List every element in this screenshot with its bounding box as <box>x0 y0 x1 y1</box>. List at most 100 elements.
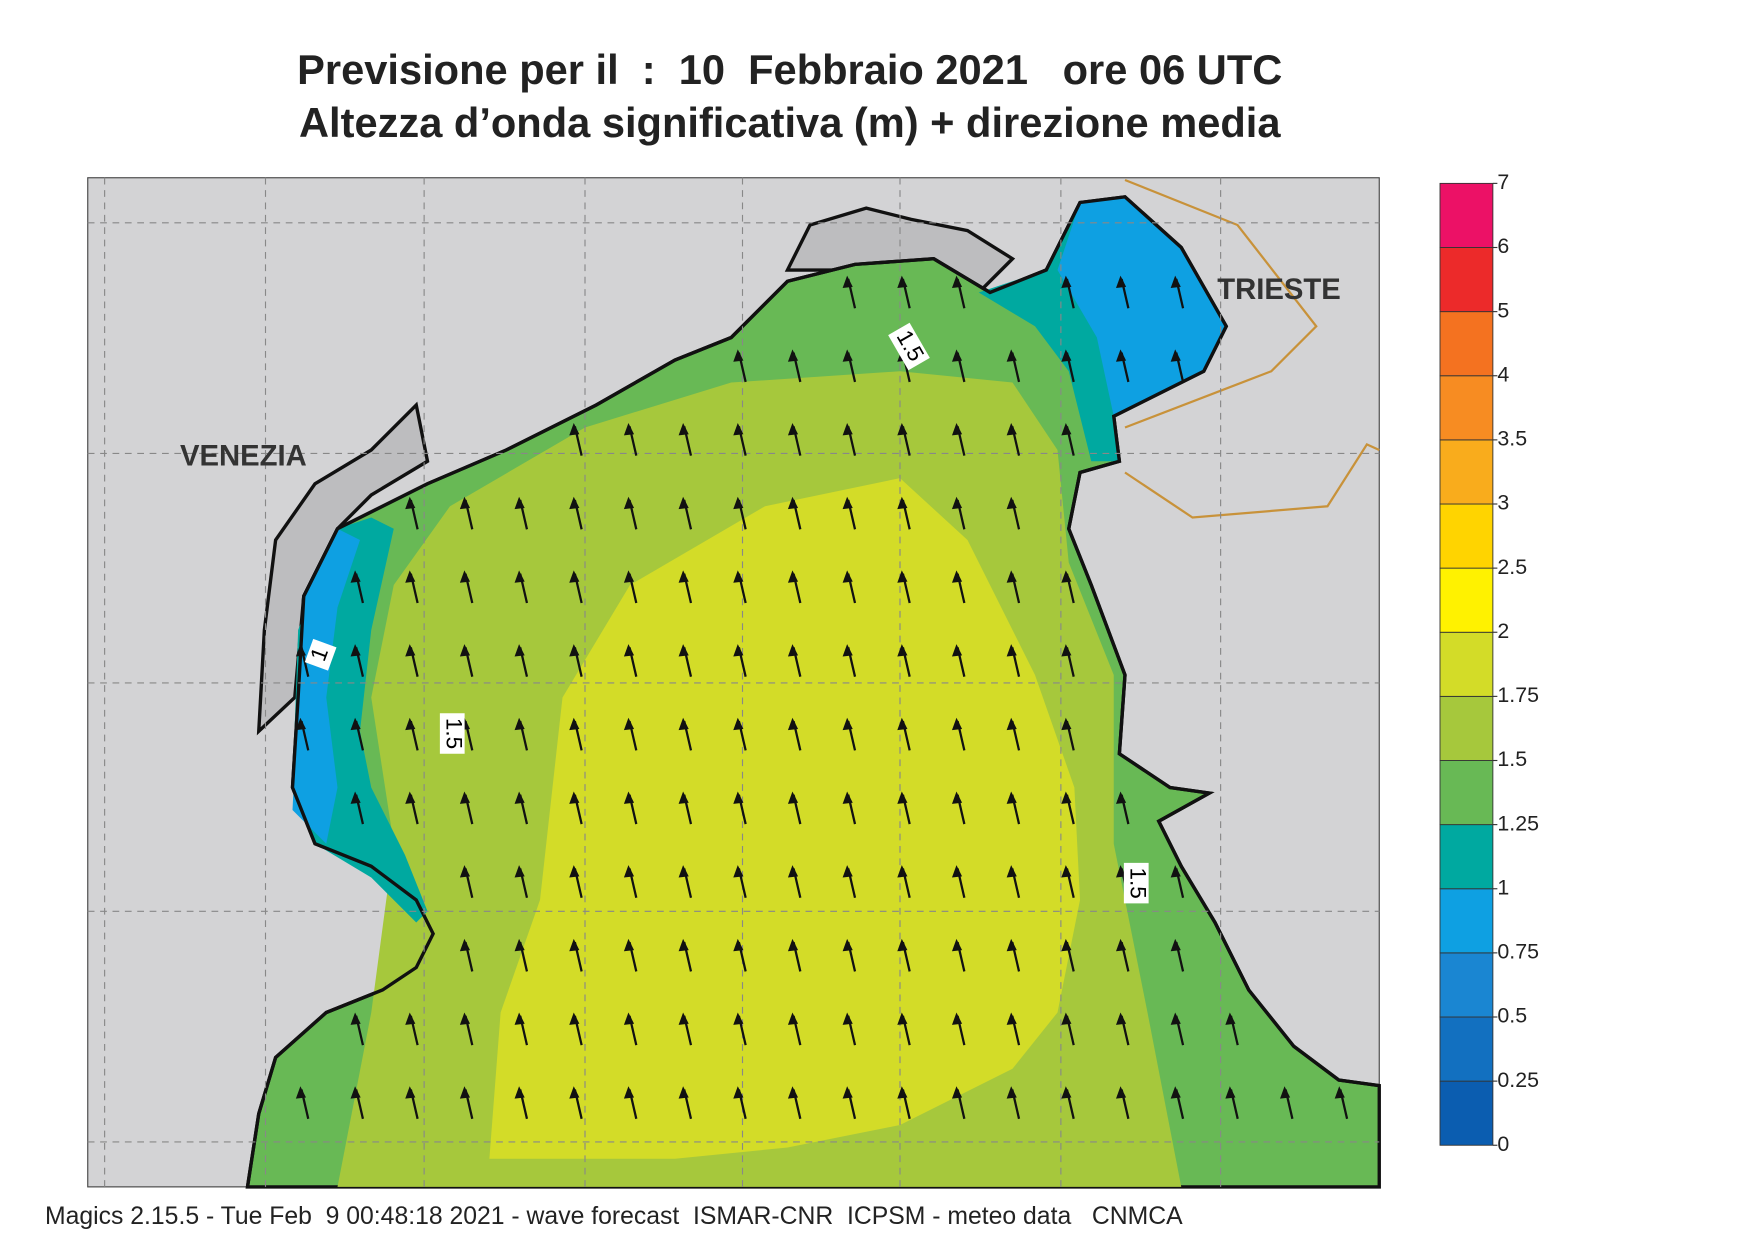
arrow-head <box>1170 1086 1181 1099</box>
arrow-head <box>733 717 744 731</box>
arrow-head <box>1061 1086 1072 1099</box>
arrow-head <box>1006 423 1017 436</box>
coastline <box>245 195 1380 1188</box>
arrow-head <box>842 865 853 878</box>
arrow-head <box>787 791 799 804</box>
arrow-head <box>787 1086 799 1099</box>
subtitle: Altezza d’onda significativa (m) + direz… <box>299 99 1281 146</box>
arrow-head <box>787 717 799 731</box>
arrow-head <box>897 1086 908 1099</box>
arrow-head <box>623 1012 635 1025</box>
colorbar-bin <box>1439 503 1494 569</box>
colorbar-label: 5 <box>1497 298 1509 322</box>
contour-text: 1.5 <box>441 718 466 749</box>
colorbar-bin <box>1439 1016 1494 1082</box>
arrow-head <box>459 644 471 657</box>
colorbar-bin <box>1439 182 1494 248</box>
arrow-head <box>514 938 525 952</box>
arrow-head <box>787 938 799 952</box>
arrow-head <box>678 570 689 583</box>
colorbar-label: 1.5 <box>1497 747 1527 771</box>
arrow-head <box>842 1086 853 1099</box>
arrow-head <box>405 1086 416 1099</box>
arrow-head <box>569 938 580 952</box>
arrow-head <box>514 496 525 510</box>
arrow-head <box>951 423 963 436</box>
arrow-head <box>1170 349 1181 362</box>
arrow-head <box>733 644 744 657</box>
arrow-head <box>569 717 580 731</box>
colorbar-label: 1 <box>1497 875 1509 899</box>
arrow-head <box>1116 865 1127 878</box>
arrow-head <box>350 717 361 731</box>
arrow-head <box>1061 349 1072 362</box>
arrow-head <box>1116 938 1127 952</box>
arrow-head <box>1116 1012 1127 1025</box>
arrow-head <box>405 717 416 731</box>
arrow-head <box>295 717 306 731</box>
place-label: VENEZIA <box>180 441 307 473</box>
arrow-head <box>678 1012 689 1025</box>
arrow-head <box>787 570 799 583</box>
arrow-head <box>1334 1086 1345 1099</box>
colorbar-bin <box>1439 375 1494 441</box>
arrow-head <box>623 938 635 952</box>
arrow-head <box>951 791 963 804</box>
colorbar-label: 3.5 <box>1497 427 1527 451</box>
arrow-head <box>1006 938 1017 952</box>
arrow-head <box>897 938 908 952</box>
arrow-head <box>1170 275 1181 288</box>
arrow-head <box>623 1086 635 1099</box>
arrow-head <box>733 496 744 510</box>
colorbar-label: 0.75 <box>1497 940 1539 964</box>
arrow-head <box>569 496 580 510</box>
arrow-head <box>733 349 744 362</box>
arrow-head <box>623 865 635 878</box>
arrow-head <box>897 717 908 731</box>
wave-zone <box>489 478 1080 1159</box>
arrow-head <box>951 275 963 288</box>
contour-text: 1.5 <box>1125 867 1150 898</box>
arrow-head <box>350 644 361 657</box>
arrow-head <box>1170 938 1181 952</box>
colorbar-bin <box>1439 760 1494 826</box>
arrow-head <box>733 1012 744 1025</box>
arrow-head <box>897 275 908 288</box>
arrow-head <box>514 717 525 731</box>
arrow-head <box>459 570 471 583</box>
arrow-head <box>1116 275 1127 288</box>
graticule <box>87 177 1380 1187</box>
colorbar-label: 3 <box>1497 491 1509 515</box>
arrow-head <box>951 570 963 583</box>
arrow-head <box>678 938 689 952</box>
arrow-head <box>1006 1086 1017 1099</box>
arrow-head <box>787 423 799 436</box>
arrow-head <box>623 496 635 510</box>
arrow-head <box>787 349 799 362</box>
arrow-head <box>1006 1012 1017 1025</box>
arrow-head <box>350 1012 361 1025</box>
colorbar-bin <box>1439 695 1494 761</box>
colorbar-bin <box>1439 952 1494 1018</box>
arrow-head <box>1116 791 1127 804</box>
colorbar-bin <box>1439 439 1494 505</box>
colorbar-label: 0.25 <box>1497 1068 1539 1092</box>
arrow-head <box>459 1012 471 1025</box>
arrow-head <box>951 1012 963 1025</box>
arrow-head <box>897 865 908 878</box>
arrow-head <box>678 1086 689 1099</box>
arrow-head <box>842 717 853 731</box>
arrow-head <box>1061 570 1072 583</box>
colorbar-label: 6 <box>1497 234 1509 258</box>
arrow-head <box>897 423 908 436</box>
arrow-head <box>514 791 525 804</box>
arrow-head <box>1006 717 1017 731</box>
arrow-head <box>733 1086 744 1099</box>
colorbar-label: 0 <box>1497 1132 1509 1156</box>
arrow-head <box>1061 938 1072 952</box>
colorbar-bin <box>1439 247 1494 313</box>
arrow-head <box>1006 496 1017 510</box>
wave-zone <box>1057 196 1227 417</box>
arrow-head <box>569 1012 580 1025</box>
